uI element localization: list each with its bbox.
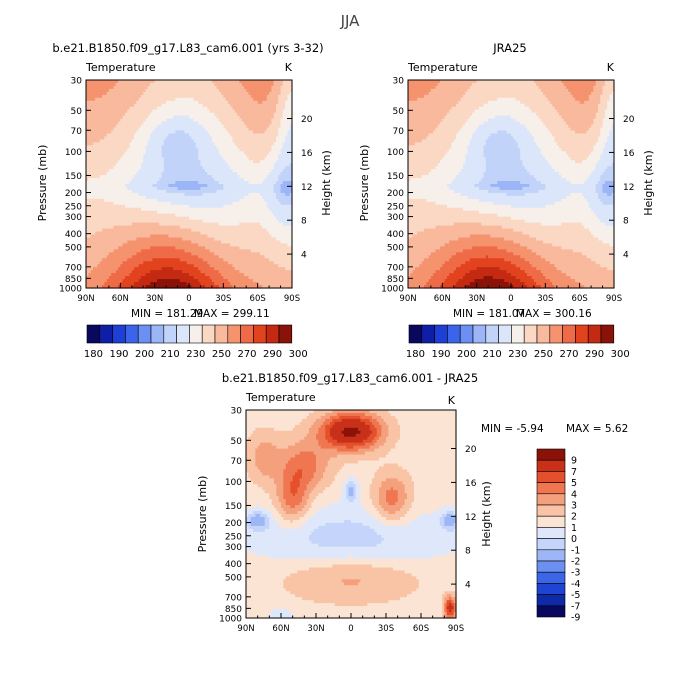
panel-model-title: b.e21.B1850.f09_g17.L83_cam6.001 (yrs 3-… xyxy=(52,41,323,55)
panel-model: b.e21.B1850.f09_g17.L83_cam6.001 (yrs 3-… xyxy=(36,41,333,360)
page-title: JJA xyxy=(340,12,361,30)
panel-model-plot xyxy=(86,80,293,289)
panel-model-units: K xyxy=(285,61,293,74)
panel-model-subtitle: Temperature xyxy=(85,61,156,74)
